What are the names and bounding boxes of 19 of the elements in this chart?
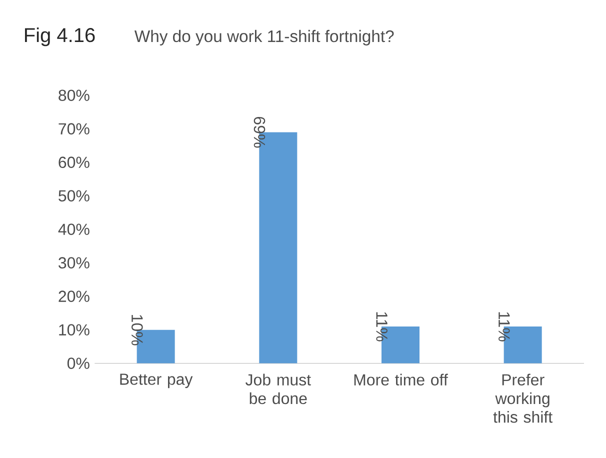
data-label: 11% bbox=[498, 312, 510, 342]
y-tick-label: 60% bbox=[58, 156, 90, 168]
y-tick-label: 30% bbox=[58, 257, 90, 268]
y-tick-label: 70% bbox=[58, 123, 90, 134]
y-tick-label: 20% bbox=[58, 290, 90, 302]
data-label: 10% bbox=[132, 315, 143, 346]
y-tick-label: 50% bbox=[58, 190, 90, 202]
y-tick-label: 80% bbox=[58, 90, 90, 101]
x-tick-label: Better pay bbox=[120, 374, 193, 388]
x-tick-label: Prefer working this shift bbox=[493, 374, 552, 423]
chart-subtitle: Why do you work 11-shift fortnight? bbox=[134, 30, 394, 46]
y-tick-label: 0% bbox=[67, 358, 90, 369]
data-label: 11% bbox=[376, 312, 388, 342]
y-tick-label: 40% bbox=[58, 224, 90, 235]
x-tick-label: More time off bbox=[354, 374, 448, 386]
y-tick-label: 10% bbox=[59, 324, 90, 336]
chart-title: Fig 4.16 bbox=[25, 28, 95, 46]
x-tick-label: Job must be done bbox=[246, 374, 311, 404]
data-label: 69% bbox=[254, 117, 266, 148]
